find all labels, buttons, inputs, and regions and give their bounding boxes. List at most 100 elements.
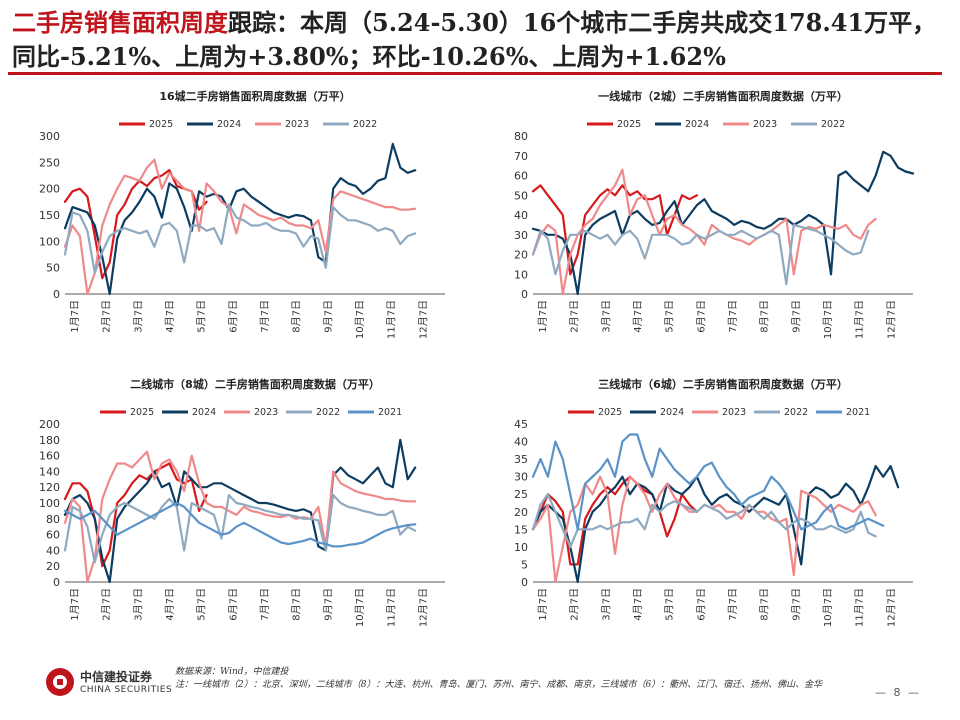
- series-line-2024: [63, 142, 417, 296]
- legend-label: 2024: [217, 119, 241, 130]
- legend-item: 2024: [655, 119, 709, 130]
- x-tick-label: 4月7日: [632, 588, 644, 621]
- legend-item: 2023: [255, 119, 309, 130]
- y-tick-label: 40: [46, 544, 60, 557]
- legend-item: 2023: [723, 119, 777, 130]
- y-tick-label: 45: [514, 418, 528, 431]
- legend-item: 2021: [348, 407, 402, 418]
- footer: 中信建投证券 CHINA SECURITIES 数据来源：Wind，中信建投 注…: [0, 662, 960, 720]
- chart-title: 二线城市（8城）二手房销售面积周度数据（万平）: [130, 377, 380, 391]
- x-tick-label: 7月7日: [727, 300, 739, 333]
- data-source: 数据来源：Wind，中信建投: [175, 667, 289, 677]
- line-chart: 三线城市（6城）二手房销售面积周度数据（万平）2025 2024 2023 2022 2…: [514, 377, 913, 627]
- x-tick-label: 3月7日: [132, 300, 144, 333]
- x-tick-label: 5月7日: [664, 588, 676, 621]
- legend-item: 2022: [791, 119, 845, 130]
- legend-label: 2022: [784, 407, 808, 418]
- series-line-2023: [63, 158, 417, 296]
- y-tick-label: 120: [39, 481, 60, 494]
- x-tick-label: 12月7日: [417, 300, 429, 339]
- legend-item: 2024: [162, 407, 216, 418]
- legend-label: 2025: [130, 407, 154, 418]
- x-tick-label: 4月7日: [632, 300, 644, 333]
- legend-item: 2022: [754, 407, 808, 418]
- legend-item: 2023: [692, 407, 746, 418]
- line-chart: 二线城市（8城）二手房销售面积周度数据（万平） 2025 2024 2023 2022 2…: [39, 377, 445, 627]
- series-line-2024: [63, 438, 417, 584]
- series-line-2024: [531, 464, 900, 584]
- legend-item: 2024: [630, 407, 684, 418]
- y-tick-label: 30: [514, 229, 528, 242]
- legend-label: 2023: [254, 407, 278, 418]
- series-line-2024: [531, 150, 915, 296]
- headline-rest: 跟踪：本周（5.24-5.30）16个城市二手房共成交178.41万平，同比-5…: [12, 8, 937, 71]
- chart-title: 一线城市（2城）二手房销售面积周度数据（万平）: [598, 89, 848, 103]
- legend-item: 2021: [816, 407, 870, 418]
- x-tick-label: 12月7日: [885, 300, 897, 339]
- x-tick-label: 9月7日: [322, 300, 334, 333]
- y-tick-label: 140: [39, 465, 60, 478]
- x-tick-label: 10月7日: [354, 300, 366, 339]
- x-tick-label: 11月7日: [386, 588, 398, 627]
- y-tick-label: 50: [46, 262, 60, 275]
- x-tick-label: 2月7日: [101, 300, 113, 333]
- y-tick-label: 300: [39, 130, 60, 143]
- series-line-2022: [531, 493, 877, 548]
- legend-item: 2023: [224, 407, 278, 418]
- series-line-2021: [531, 433, 885, 531]
- x-tick-label: 4月7日: [164, 300, 176, 333]
- line-chart: 一线城市（2城）二手房销售面积周度数据（万平） 2025 2024 2023 2022 0…: [514, 89, 915, 339]
- legend-label: 2022: [353, 119, 377, 130]
- source-note: 数据来源：Wind，中信建投 注：一线城市（2）：北京、深圳，二线城市（8）：大…: [175, 666, 855, 692]
- chart-title: 16城二手房销售面积周度数据（万平）: [159, 89, 350, 103]
- x-tick-label: 5月7日: [664, 300, 676, 333]
- legend-item: 2025: [568, 407, 622, 418]
- y-tick-label: 20: [514, 506, 528, 519]
- series-line-2022: [531, 223, 870, 286]
- y-tick-label: 20: [514, 249, 528, 262]
- series-line-2022: [63, 203, 417, 274]
- x-tick-label: 10月7日: [822, 588, 834, 627]
- y-tick-label: 10: [514, 268, 528, 281]
- x-tick-label: 6月7日: [695, 300, 707, 333]
- y-tick-label: 20: [46, 560, 60, 573]
- legend-label: 2023: [753, 119, 777, 130]
- legend-label: 2025: [598, 407, 622, 418]
- legend-label: 2024: [192, 407, 216, 418]
- x-tick-label: 6月7日: [695, 588, 707, 621]
- legend-label: 2022: [821, 119, 845, 130]
- x-tick-label: 7月7日: [727, 588, 739, 621]
- y-tick-label: 60: [514, 170, 528, 183]
- y-tick-label: 80: [46, 513, 60, 526]
- legend-label: 2023: [722, 407, 746, 418]
- y-tick-label: 25: [514, 488, 528, 501]
- chart-panel-tier1: 一线城市（2城）二手房销售面积周度数据（万平） 2025 2024 2023 2022 0…: [488, 84, 928, 364]
- x-tick-label: 9月7日: [790, 300, 802, 333]
- y-tick-label: 40: [514, 436, 528, 449]
- y-tick-label: 5: [521, 558, 528, 571]
- legend-item: 2022: [323, 119, 377, 130]
- x-tick-label: 4月7日: [164, 588, 176, 621]
- legend-item: 2025: [100, 407, 154, 418]
- chart-title: 三线城市（6城）二手房销售面积周度数据（万平）: [598, 377, 848, 391]
- x-tick-label: 12月7日: [417, 588, 429, 627]
- legend-label: 2021: [378, 407, 402, 418]
- y-tick-label: 60: [46, 529, 60, 542]
- y-tick-label: 100: [39, 235, 60, 248]
- chart-panel-tier3: 三线城市（6城）二手房销售面积周度数据（万平） 2025 2024 2023 2022 2…: [488, 372, 928, 652]
- x-tick-label: 2月7日: [569, 300, 581, 333]
- city-note: 注：一线城市（2）：北京、深圳，二线城市（8）：大连、杭州、青岛、厦门、苏州、南…: [175, 680, 823, 690]
- x-tick-label: 8月7日: [291, 300, 303, 333]
- x-tick-label: 9月7日: [322, 588, 334, 621]
- chart-panel-tier2: 二线城市（8城）二手房销售面积周度数据（万平） 2025 2024 2023 2022 2…: [20, 372, 460, 652]
- x-tick-label: 1月7日: [69, 588, 81, 621]
- y-tick-label: 0: [521, 576, 528, 589]
- y-tick-label: 15: [514, 523, 528, 536]
- y-tick-label: 0: [53, 288, 60, 301]
- title-divider: [8, 72, 942, 75]
- x-tick-label: 3月7日: [600, 588, 612, 621]
- x-tick-label: 2月7日: [101, 588, 113, 621]
- y-tick-label: 160: [39, 450, 60, 463]
- brand-logo-icon: [46, 668, 74, 696]
- series-line-2023: [531, 168, 877, 296]
